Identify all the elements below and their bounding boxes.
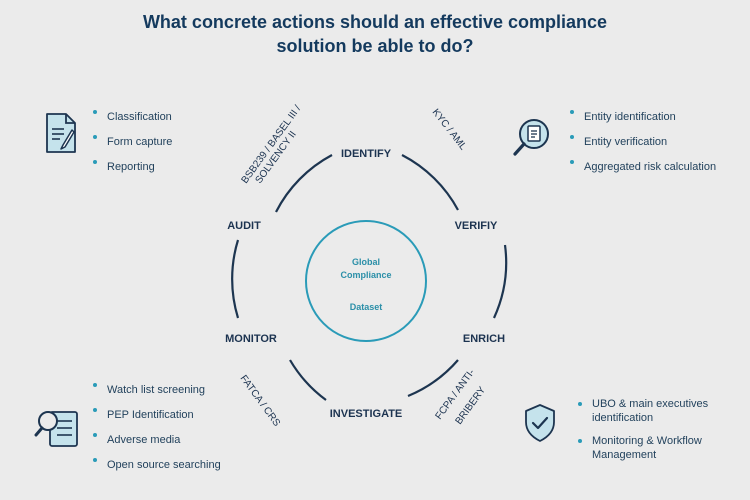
ring-arc-investigate-monitor	[289, 359, 327, 401]
center-line-1: Global	[352, 257, 380, 267]
node-monitor: MONITOR	[225, 333, 277, 345]
node-verify: VERIFIY	[455, 220, 498, 232]
cycle-ring	[231, 154, 508, 401]
list-item: UBO & main executives identification	[578, 397, 738, 425]
regulation-kyc-aml: KYC / AML	[430, 107, 469, 153]
list-item: Entity identification	[570, 105, 716, 130]
node-audit: AUDIT	[227, 220, 261, 232]
ring-arc-enrich-investigate	[407, 359, 459, 398]
shield-check-icon	[525, 404, 555, 442]
title-line-1: What concrete actions should an effectiv…	[142, 12, 608, 32]
list-item: Entity verification	[570, 130, 716, 155]
center-circle	[305, 220, 427, 342]
regulation-bsb-line-1: BSB239 / BASEL III /	[240, 103, 304, 185]
ring-arc-audit-identify	[275, 154, 333, 213]
panel-top-right-list: Entity identification Entity verificatio…	[570, 105, 716, 180]
node-enrich: ENRICH	[463, 333, 505, 345]
search-document-icon	[513, 119, 549, 156]
list-item: Watch list screening	[93, 378, 221, 403]
ring-arc-verify-enrich	[493, 244, 508, 319]
title-line-2: solution be able to do?	[276, 36, 474, 56]
list-item: PEP Identification	[93, 403, 221, 428]
list-item: Aggregated risk calculation	[570, 155, 716, 180]
panel-bottom-left-list: Watch list screening PEP Identification …	[93, 378, 221, 478]
list-item: Form capture	[93, 130, 172, 155]
panel-bottom-right-list: UBO & main executives identification Mon…	[578, 397, 738, 462]
node-investigate: INVESTIGATE	[330, 408, 403, 420]
document-icon	[46, 113, 76, 153]
search-list-icon	[34, 411, 78, 447]
list-item: Monitoring & Workflow Management	[578, 434, 738, 462]
ring-arc-monitor-audit	[231, 239, 240, 319]
node-identify: IDENTIFY	[341, 148, 392, 160]
center-line-2: Compliance	[340, 270, 391, 280]
page-title: What concrete actions should an effectiv…	[0, 10, 750, 58]
ring-arc-identify-verify	[401, 154, 459, 211]
list-item: Classification	[93, 105, 172, 130]
panel-top-left-list: Classification Form capture Reporting	[93, 105, 172, 180]
regulation-fatca-crs: FATCA / CRS	[238, 373, 283, 429]
list-item: Open source searching	[93, 453, 221, 478]
center-line-3: Dataset	[350, 302, 383, 312]
list-item: Reporting	[93, 155, 172, 180]
list-item: Adverse media	[93, 428, 221, 453]
